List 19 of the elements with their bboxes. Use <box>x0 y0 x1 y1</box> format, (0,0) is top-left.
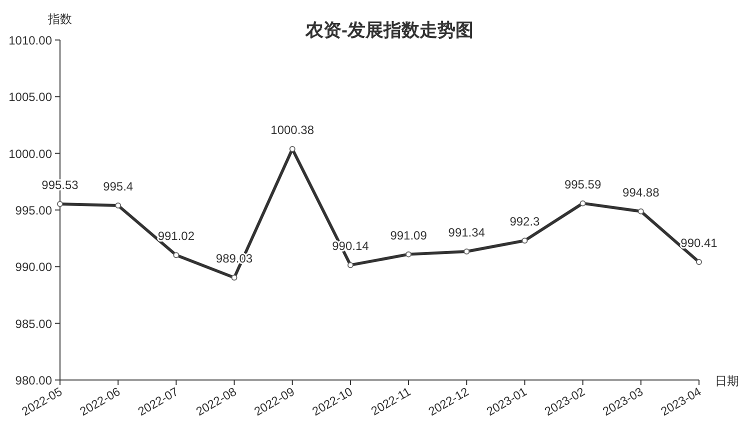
data-label: 991.09 <box>390 228 427 242</box>
data-label: 994.88 <box>622 185 660 200</box>
data-label: 992.3 <box>510 214 540 229</box>
y-axis-title: 指数 <box>48 12 72 26</box>
data-label: 991.34 <box>448 225 485 240</box>
x-axis-title: 日期 <box>715 374 739 388</box>
data-label: 990.41 <box>680 236 718 250</box>
y-tick-label: 1005.00 <box>8 90 52 104</box>
data-label: 1000.38 <box>270 123 314 138</box>
y-tick-label: 980.00 <box>15 374 52 388</box>
data-label: 995.59 <box>564 177 602 192</box>
data-label: 991.02 <box>158 229 195 244</box>
title: 农资-发展指数走势图 <box>306 20 474 40</box>
y-tick-label: 1010.00 <box>8 34 52 48</box>
y-tick-label: 1000.00 <box>8 146 52 161</box>
data-label: 995.4 <box>103 179 134 194</box>
y-tick-label: 995.00 <box>15 204 52 218</box>
y-tick-label: 985.00 <box>15 316 52 331</box>
y-tick-label: 990.00 <box>15 260 52 274</box>
